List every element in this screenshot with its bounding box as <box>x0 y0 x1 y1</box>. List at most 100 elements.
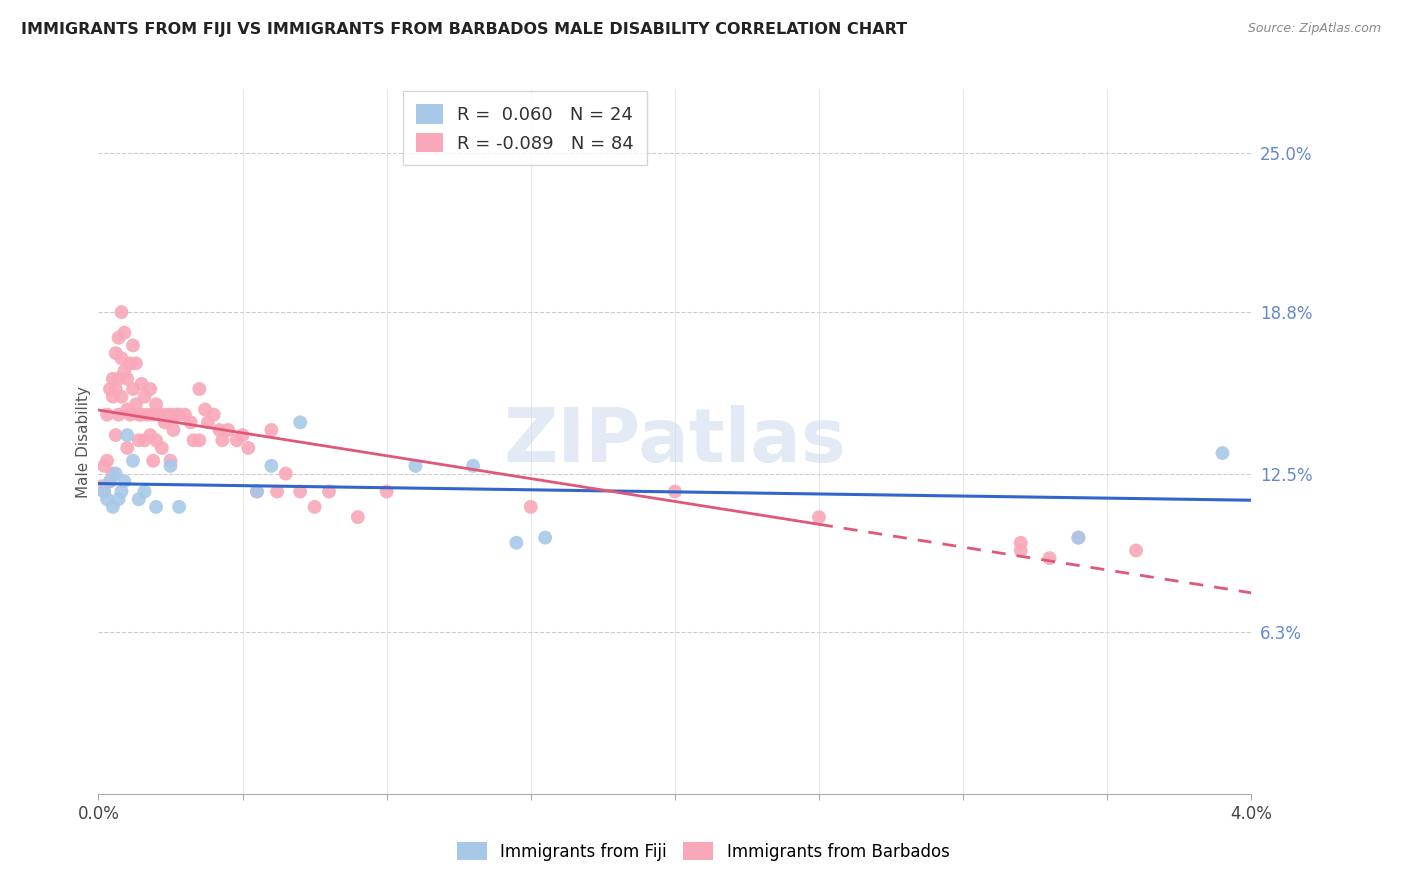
Point <box>96 454 118 468</box>
Legend: Immigrants from Fiji, Immigrants from Barbados: Immigrants from Fiji, Immigrants from Ba… <box>450 836 956 868</box>
Point <box>125 397 148 411</box>
Point <box>1010 543 1032 558</box>
Point <box>131 408 153 422</box>
Point <box>1125 543 1147 558</box>
Point <box>202 408 225 422</box>
Point <box>290 484 312 499</box>
Point <box>125 356 148 370</box>
Point <box>101 390 124 404</box>
Point <box>153 415 176 429</box>
Point <box>145 500 167 514</box>
Point <box>120 408 142 422</box>
Point <box>180 415 202 429</box>
Point <box>117 372 139 386</box>
Point <box>134 484 156 499</box>
Point <box>142 408 165 422</box>
Point <box>260 458 283 473</box>
Point <box>107 492 129 507</box>
Point <box>664 484 686 499</box>
Point <box>165 408 187 422</box>
Point <box>211 434 233 448</box>
Point <box>93 484 115 499</box>
Point <box>101 372 124 386</box>
Point <box>290 415 312 429</box>
Point <box>107 372 129 386</box>
Point <box>534 531 557 545</box>
Point <box>120 356 142 370</box>
Point <box>159 408 181 422</box>
Text: IMMIGRANTS FROM FIJI VS IMMIGRANTS FROM BARBADOS MALE DISABILITY CORRELATION CHA: IMMIGRANTS FROM FIJI VS IMMIGRANTS FROM … <box>21 22 907 37</box>
Point <box>150 408 173 422</box>
Point <box>128 492 150 507</box>
Point <box>405 458 427 473</box>
Point <box>174 408 197 422</box>
Point <box>167 408 190 422</box>
Point <box>139 428 162 442</box>
Point <box>231 428 254 442</box>
Point <box>266 484 288 499</box>
Point <box>208 423 231 437</box>
Point <box>1212 446 1234 460</box>
Point <box>96 408 118 422</box>
Point <box>128 434 150 448</box>
Point <box>122 382 145 396</box>
Point <box>505 535 527 549</box>
Point <box>93 484 115 499</box>
Point <box>110 351 132 366</box>
Point <box>159 454 181 468</box>
Point <box>808 510 831 524</box>
Point <box>110 305 132 319</box>
Point <box>110 390 132 404</box>
Point <box>134 390 156 404</box>
Point <box>1067 531 1090 545</box>
Point <box>142 454 165 468</box>
Text: ZIPatlas: ZIPatlas <box>503 405 846 478</box>
Point <box>122 454 145 468</box>
Point <box>117 402 139 417</box>
Point <box>246 484 269 499</box>
Point <box>238 441 260 455</box>
Point <box>346 510 368 524</box>
Point <box>188 434 211 448</box>
Point <box>520 500 543 514</box>
Legend: R =  0.060   N = 24, R = -0.089   N = 84: R = 0.060 N = 24, R = -0.089 N = 84 <box>404 91 647 165</box>
Point <box>112 475 135 489</box>
Point <box>96 492 118 507</box>
Point <box>104 428 127 442</box>
Point <box>225 434 247 448</box>
Point <box>1010 535 1032 549</box>
Point <box>197 415 219 429</box>
Point <box>131 376 153 391</box>
Point <box>1067 531 1090 545</box>
Point <box>98 382 121 396</box>
Point <box>134 434 156 448</box>
Point <box>101 500 124 514</box>
Point <box>162 423 184 437</box>
Point <box>145 434 167 448</box>
Point <box>150 441 173 455</box>
Point <box>107 408 129 422</box>
Point <box>159 458 181 473</box>
Point <box>122 338 145 352</box>
Point <box>104 467 127 481</box>
Point <box>375 484 398 499</box>
Point <box>136 408 159 422</box>
Point <box>98 475 121 489</box>
Point <box>260 423 283 437</box>
Point <box>112 326 135 340</box>
Point <box>112 364 135 378</box>
Text: Source: ZipAtlas.com: Source: ZipAtlas.com <box>1247 22 1381 36</box>
Point <box>98 475 121 489</box>
Point <box>104 382 127 396</box>
Point <box>188 382 211 396</box>
Point <box>145 397 167 411</box>
Point <box>110 484 132 499</box>
Point <box>194 402 217 417</box>
Point <box>107 331 129 345</box>
Point <box>217 423 239 437</box>
Point <box>117 441 139 455</box>
Point <box>117 428 139 442</box>
Y-axis label: Male Disability: Male Disability <box>76 385 91 498</box>
Point <box>101 467 124 481</box>
Point <box>304 500 326 514</box>
